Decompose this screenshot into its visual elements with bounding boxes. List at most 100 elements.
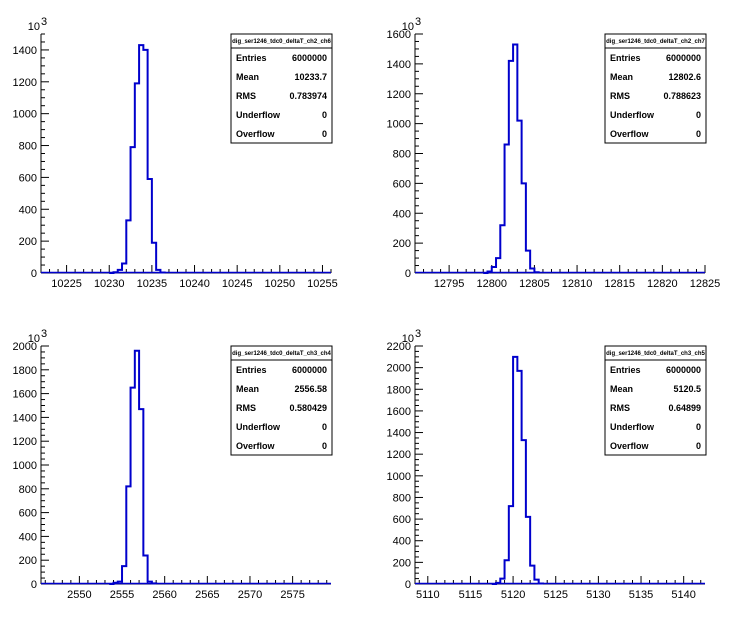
stats-value: 0 [696, 441, 701, 451]
stats-label: RMS [610, 91, 630, 101]
y-tick-label: 1800 [13, 365, 37, 377]
y-exponent-power: 3 [415, 16, 421, 28]
y-tick-label: 1400 [387, 59, 411, 71]
x-tick-label: 10255 [307, 278, 338, 290]
stats-value: 0 [696, 422, 701, 432]
y-tick-label: 1800 [387, 384, 411, 396]
x-tick-label: 10225 [51, 278, 82, 290]
stats-title: dig_ser1246_tdc0_deltaT_ch2_ch6 [232, 39, 331, 45]
x-tick-label: 12800 [476, 278, 507, 290]
y-tick-label: 200 [393, 557, 411, 569]
stats-value: 0 [322, 422, 327, 432]
stats-label: RMS [236, 403, 256, 413]
histogram-series [491, 355, 544, 585]
stats-label: Underflow [610, 422, 655, 432]
y-tick-label: 800 [19, 141, 37, 153]
y-tick-label: 1400 [387, 428, 411, 440]
x-tick-label: 12820 [647, 278, 678, 290]
stats-box-frame [230, 345, 333, 456]
stats-value: 0 [696, 129, 701, 139]
stats-box: dig_ser1246_tdc0_deltaT_ch3_ch4 Entries 60… [230, 345, 333, 456]
y-tick-label: 800 [393, 492, 411, 504]
stats-value: 0.580429 [289, 403, 327, 413]
stats-box-frame [230, 33, 333, 144]
y-tick-label: 200 [393, 238, 411, 250]
x-tick-label: 2570 [238, 589, 262, 601]
stats-box-frame [604, 33, 707, 144]
stats-box-frame [604, 345, 707, 456]
stats-box: dig_ser1246_tdc0_deltaT_ch3_ch5 Entries 60… [604, 345, 707, 456]
y-tick-label: 1000 [13, 109, 37, 121]
y-tick-label: 200 [19, 555, 37, 567]
stats-value: 6000000 [292, 53, 327, 63]
y-tick-label: 1200 [13, 436, 37, 448]
stats-label: Mean [610, 72, 633, 82]
stats-value: 6000000 [292, 365, 327, 375]
y-tick-label: 1600 [387, 29, 411, 41]
stats-value: 6000000 [666, 53, 701, 63]
stats-value: 12802.6 [668, 72, 701, 82]
y-exponent-label: 10 [402, 333, 414, 345]
x-tick-label: 2565 [195, 589, 219, 601]
stats-label: Overflow [610, 129, 650, 139]
stats-label: Mean [236, 72, 259, 82]
x-tick-label: 10250 [265, 278, 296, 290]
stats-label: Entries [236, 365, 267, 375]
histogram-panel-3: 2550 2555 2560 2565 2570 25750200400600800100… [13, 328, 333, 601]
x-tick-label: 10230 [94, 278, 125, 290]
stats-label: Underflow [236, 110, 281, 120]
x-tick-label: 5125 [543, 589, 567, 601]
stats-value: 5120.5 [673, 384, 701, 394]
stats-label: Overflow [236, 129, 276, 139]
stats-value: 10233.7 [294, 72, 327, 82]
y-tick-label: 600 [19, 172, 37, 184]
y-tick-label: 0 [31, 268, 37, 280]
x-tick-label: 5115 [459, 589, 483, 601]
stats-value: 2556.58 [294, 384, 327, 394]
x-tick-label: 5120 [501, 589, 525, 601]
y-tick-label: 1600 [387, 406, 411, 418]
histogram-series [483, 43, 540, 274]
stats-value: 0 [322, 129, 327, 139]
y-tick-label: 1600 [13, 389, 37, 401]
stats-label: RMS [236, 91, 256, 101]
stats-title: dig_ser1246_tdc0_deltaT_ch3_ch4 [232, 351, 331, 357]
y-tick-label: 1400 [13, 45, 37, 57]
y-tick-label: 600 [19, 508, 37, 520]
stats-title: dig_ser1246_tdc0_deltaT_ch3_ch5 [606, 351, 705, 357]
x-tick-label: 10235 [137, 278, 168, 290]
stats-value: 0 [322, 441, 327, 451]
y-tick-label: 400 [19, 531, 37, 543]
y-tick-label: 600 [393, 178, 411, 190]
x-tick-label: 5110 [416, 589, 440, 601]
y-tick-label: 1000 [387, 119, 411, 131]
y-tick-label: 400 [393, 536, 411, 548]
stats-box: dig_ser1246_tdc0_deltaT_ch2_ch6 Entries 60… [230, 33, 333, 144]
stats-value: 0.64899 [668, 403, 701, 413]
y-exponent-power: 3 [415, 328, 421, 340]
stats-label: Overflow [610, 441, 650, 451]
x-tick-label: 5140 [671, 589, 695, 601]
y-tick-label: 1000 [13, 460, 37, 472]
stats-value: 0.788623 [663, 91, 701, 101]
y-tick-label: 200 [19, 236, 37, 248]
stats-value: 0 [322, 110, 327, 120]
y-tick-label: 800 [393, 149, 411, 161]
histogram-panel-4: 5110 5115 5120 5125 5130 5135 5140 0 200 400 600 80… [387, 328, 707, 601]
stats-value: 0.783974 [289, 91, 327, 101]
y-tick-label: 2000 [13, 341, 37, 353]
stats-label: Entries [610, 53, 641, 63]
x-tick-label: 10245 [222, 278, 253, 290]
stats-value: 0 [696, 110, 701, 120]
stats-label: Mean [610, 384, 633, 394]
x-tick-label: 12795 [434, 278, 465, 290]
stats-label: Mean [236, 384, 259, 394]
y-exponent-label: 10 [402, 21, 414, 33]
x-tick-label: 12825 [690, 278, 721, 290]
y-tick-label: 400 [19, 204, 37, 216]
y-tick-label: 1200 [387, 449, 411, 461]
x-tick-label: 2555 [110, 589, 134, 601]
x-tick-label: 2575 [280, 589, 304, 601]
stats-label: Entries [236, 53, 267, 63]
